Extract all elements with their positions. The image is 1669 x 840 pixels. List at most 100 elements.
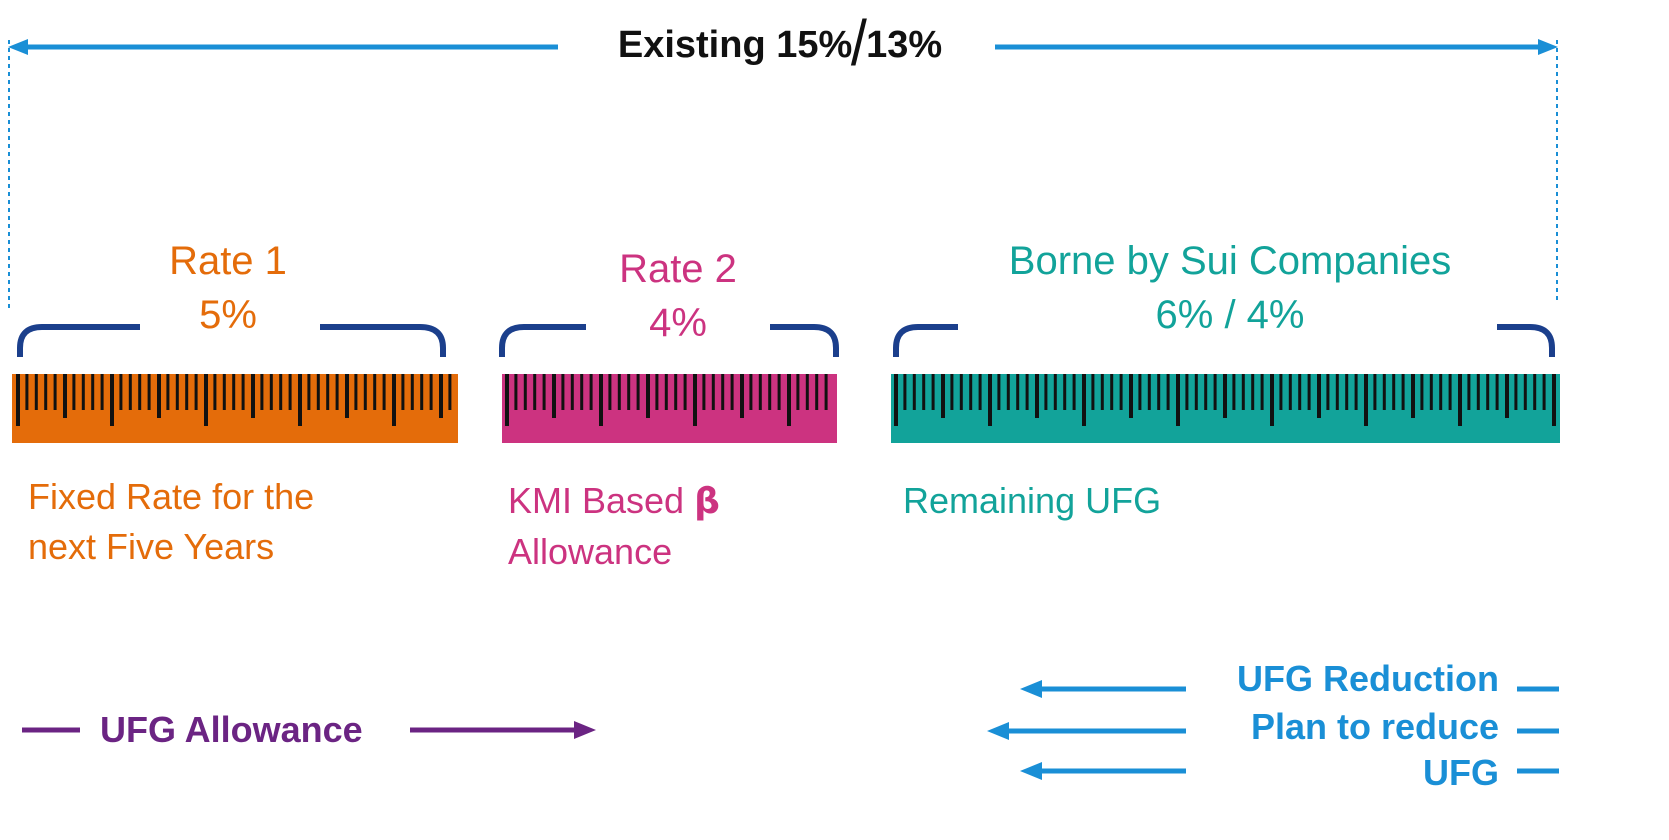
ruler-tick: [1072, 374, 1076, 410]
ruler-tick: [1006, 374, 1010, 410]
ruler-tick: [128, 374, 132, 410]
ruler-tick: [429, 374, 433, 410]
ruler-tick: [1411, 374, 1415, 418]
ruler-tick: [894, 374, 898, 426]
ruler-tick: [72, 374, 76, 410]
ruler-tick: [1486, 374, 1490, 410]
ruler-tick: [1495, 374, 1499, 410]
ruler-tick: [166, 374, 170, 410]
ruler-tick: [1204, 374, 1208, 410]
ruler-tick: [420, 374, 424, 410]
ruler-tick: [655, 374, 659, 410]
ruler-tick: [777, 374, 781, 410]
ruler-tick: [561, 374, 565, 410]
ruler-tick: [298, 374, 302, 426]
ruler-tick: [1232, 374, 1236, 410]
ruler-tick: [931, 374, 935, 410]
rate1-heading: Rate 1 5%: [118, 234, 338, 342]
ruler-tick: [1091, 374, 1095, 410]
ruler-tick: [589, 374, 593, 410]
ruler-tick: [1505, 374, 1509, 418]
ruler-tick: [758, 374, 762, 410]
ruler-tick: [514, 374, 518, 410]
ruler-tick: [1345, 374, 1349, 410]
ruler-tick: [363, 374, 367, 410]
ruler-tick: [988, 374, 992, 426]
ruler-tick: [382, 374, 386, 410]
ruler-tick: [110, 374, 114, 426]
ruler-tick: [204, 374, 208, 426]
ruler-tick: [1063, 374, 1067, 410]
ruler-tick: [1523, 374, 1527, 410]
ruler-tick: [646, 374, 650, 418]
ruler-tick: [213, 374, 217, 410]
ruler-tick: [138, 374, 142, 410]
ruler-tick: [1317, 374, 1321, 418]
sui-title: Borne by Sui Companies: [1008, 239, 1452, 283]
ruler-tick: [674, 374, 678, 410]
existing-label-suffix: 13%: [866, 24, 943, 66]
ruler-tick: [1270, 374, 1274, 426]
ruler-tick: [147, 374, 151, 410]
ruler-tick: [570, 374, 574, 410]
ruler-tick: [617, 374, 621, 410]
rate1-bracket: [17, 324, 446, 357]
ruler-tick: [768, 374, 772, 410]
ruler-tick: [316, 374, 320, 410]
ruler-tick: [1514, 374, 1518, 410]
ruler-tick: [439, 374, 443, 418]
ruler-tick: [627, 374, 631, 410]
ruler-tick: [749, 374, 753, 410]
ruler-tick: [157, 374, 161, 418]
ruler-tick: [1251, 374, 1255, 410]
existing-label-prefix: Existing 15%: [617, 24, 853, 66]
ruler-tick: [599, 374, 603, 426]
ruler-tick: [805, 374, 809, 410]
ruler-tick: [251, 374, 255, 418]
sui-heading: Borne by Sui Companies 6% / 4%: [930, 234, 1530, 342]
ruler-tick: [1382, 374, 1386, 410]
ruler-tick: [636, 374, 640, 410]
ruler-tick: [608, 374, 612, 410]
ruler-tick: [1467, 374, 1471, 410]
rate2-value: 4%: [649, 301, 707, 345]
ruler-tick: [392, 374, 396, 426]
ruler-tick: [922, 374, 926, 410]
reduction-line3: UFG: [1423, 752, 1499, 793]
rate1-value: 5%: [199, 293, 257, 337]
ruler-tick: [1279, 374, 1283, 410]
ruler-tick: [1119, 374, 1123, 410]
existing-span-arrow: [8, 39, 1558, 55]
ruler-tick: [552, 374, 556, 418]
ruler-tick: [288, 374, 292, 410]
ruler-tick: [448, 374, 452, 410]
ruler-tick: [1326, 374, 1330, 410]
ruler-tick: [1185, 374, 1189, 410]
ruler-tick: [1288, 374, 1292, 410]
ruler-tick: [100, 374, 104, 410]
ruler-tick: [730, 374, 734, 410]
ruler-tick: [1100, 374, 1104, 410]
ruler-tick: [279, 374, 283, 410]
ruler-tick: [410, 374, 414, 410]
rate2-heading: Rate 2 4%: [568, 242, 788, 350]
ruler-tick: [796, 374, 800, 410]
rate1-ruler-ticks: [16, 374, 452, 426]
ruler-tick: [1392, 374, 1396, 410]
sui-description: Remaining UFG: [903, 476, 1161, 526]
rate2-ruler-ticks: [505, 374, 828, 426]
reduction-line1: UFG Reduction: [1237, 658, 1499, 699]
ruler-tick: [533, 374, 537, 410]
ruler-tick: [1044, 374, 1048, 410]
ruler-tick: [232, 374, 236, 410]
ruler-tick: [1110, 374, 1114, 410]
rate2-desc-line1: KMI Based: [508, 480, 685, 521]
ruler-tick: [523, 374, 527, 410]
ruler-tick: [260, 374, 264, 410]
ruler-tick: [1016, 374, 1020, 410]
ruler-tick: [1476, 374, 1480, 410]
sui-desc-line1: Remaining UFG: [903, 480, 1162, 521]
ruler-tick: [711, 374, 715, 410]
sui-ruler-ticks: [894, 374, 1556, 426]
rate1-desc-line1: Fixed Rate for the: [28, 476, 315, 517]
